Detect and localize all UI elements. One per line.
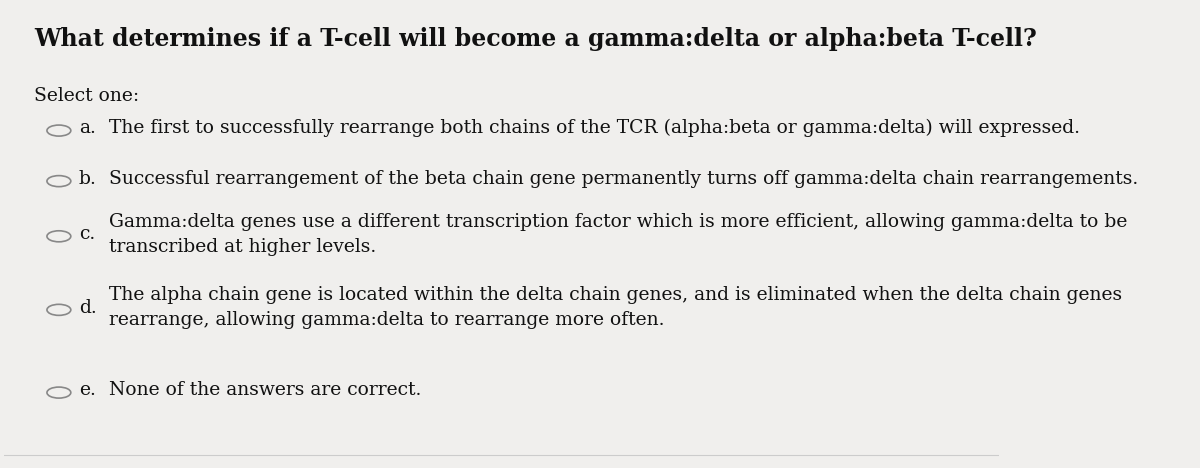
Text: Successful rearrangement of the beta chain gene permanently turns off gamma:delt: Successful rearrangement of the beta cha… (109, 170, 1138, 188)
Text: What determines if a T-cell will become a gamma:delta or alpha:beta T-cell?: What determines if a T-cell will become … (34, 27, 1037, 51)
Text: Gamma:delta genes use a different transcription factor which is more efficient, : Gamma:delta genes use a different transc… (109, 212, 1127, 256)
Text: Select one:: Select one: (34, 87, 139, 105)
Text: c.: c. (79, 225, 95, 243)
Text: e.: e. (79, 381, 96, 399)
Text: b.: b. (79, 170, 97, 188)
Text: None of the answers are correct.: None of the answers are correct. (109, 381, 421, 399)
Text: d.: d. (79, 299, 96, 316)
Text: a.: a. (79, 119, 96, 137)
Text: The alpha chain gene is located within the delta chain genes, and is eliminated : The alpha chain gene is located within t… (109, 286, 1122, 329)
Text: The first to successfully rearrange both chains of the TCR (alpha:beta or gamma:: The first to successfully rearrange both… (109, 119, 1080, 138)
